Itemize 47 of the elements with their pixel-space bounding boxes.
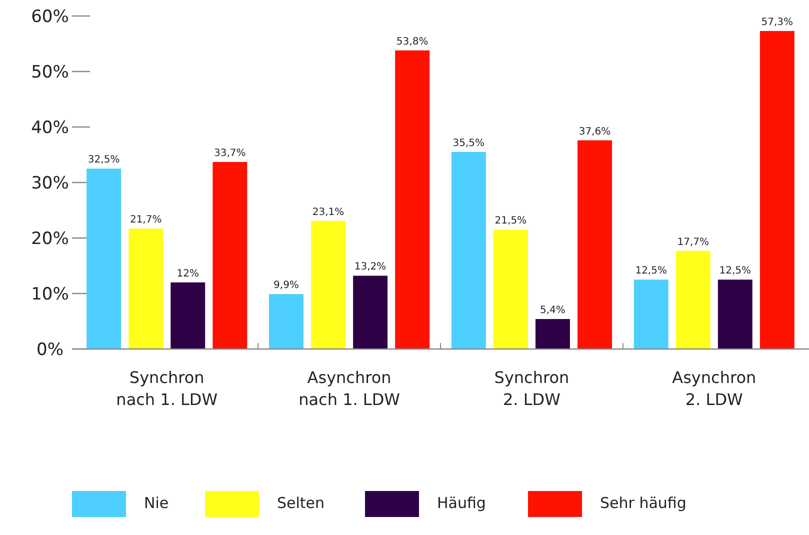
data-label: 35,5%: [452, 138, 485, 149]
x-tick-label: Synchron nach 1. LDW: [116, 368, 218, 409]
legend-label: Sehr häufig: [600, 494, 686, 512]
data-label: 57,3%: [761, 16, 794, 28]
bar: [578, 140, 612, 349]
x-tick-label: Synchron 2. LDW: [494, 368, 570, 409]
bar: [395, 50, 430, 349]
bar: [451, 152, 486, 349]
y-tick-label: 30%: [31, 173, 69, 194]
data-label: 53,8%: [396, 36, 428, 48]
data-label: 12,5%: [635, 266, 667, 277]
y-tick-label: 0%: [36, 340, 64, 360]
legend-label: Selten: [277, 494, 325, 512]
y-tick-label: 60%: [31, 6, 69, 27]
x-tick-label: Asynchron 2. LDW: [672, 368, 756, 409]
y-tick-label: 10%: [31, 284, 69, 304]
data-label: 13,2%: [354, 262, 386, 273]
data-label: 17,7%: [677, 236, 710, 248]
bar: [86, 168, 122, 349]
bar: [212, 162, 248, 349]
data-label: 21,7%: [130, 214, 162, 226]
bar: [676, 250, 710, 349]
data-label: 32,5%: [88, 154, 120, 166]
data-label: 9,9%: [274, 280, 299, 292]
data-label: 23,1%: [312, 206, 344, 218]
y-tick-label: 40%: [31, 118, 69, 138]
bar: [760, 30, 794, 349]
bar: [128, 228, 164, 349]
data-label: 12,5%: [719, 266, 752, 277]
data-label: 5,4%: [540, 305, 566, 316]
bar: [353, 276, 388, 349]
data-label: 12%: [176, 268, 199, 280]
bar: [269, 294, 304, 349]
bar: [311, 220, 346, 349]
bar: [493, 230, 528, 349]
data-label: 33,7%: [214, 148, 246, 159]
data-label: 37,6%: [578, 126, 611, 138]
data-label: 21,5%: [494, 216, 527, 227]
bar: [535, 319, 570, 349]
legend-label: Nie: [144, 494, 169, 512]
legend-label: Häufig: [437, 494, 486, 512]
bar: [718, 280, 752, 349]
bar: [634, 280, 668, 349]
y-tick-label: 50%: [31, 62, 69, 82]
x-tick-label: Asynchron nach 1. LDW: [298, 368, 400, 409]
y-tick-label: 20%: [31, 228, 69, 249]
bar: [170, 282, 206, 349]
